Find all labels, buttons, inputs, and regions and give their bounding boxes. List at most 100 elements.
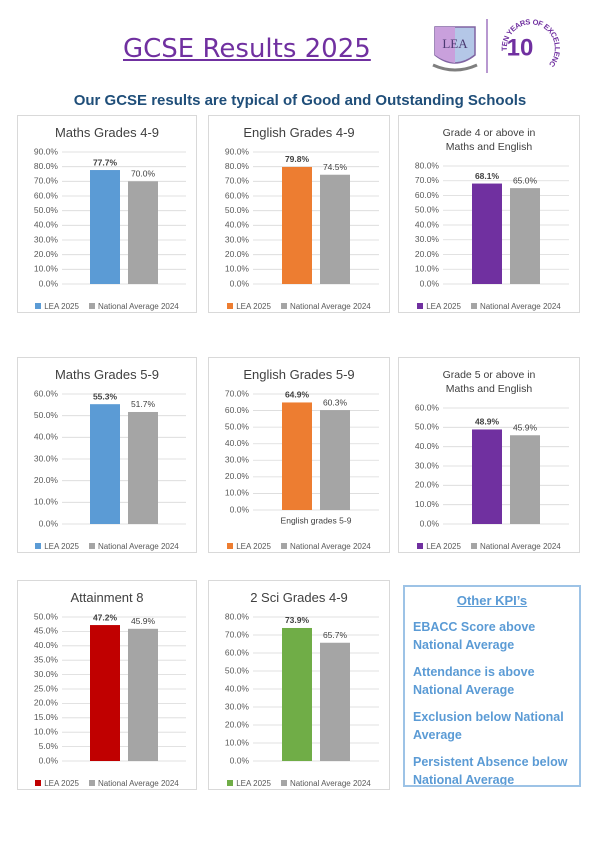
y-tick-label: 90.0%	[34, 146, 59, 156]
kpi-title: Other KPI’s	[456, 593, 528, 608]
bar	[320, 410, 350, 510]
y-tick-label: 20.0%	[34, 475, 59, 485]
legend-swatch	[35, 779, 42, 786]
y-tick-label: 30.0%	[225, 455, 250, 465]
bar	[128, 628, 158, 761]
y-tick-label: 10.0%	[34, 264, 59, 274]
legend-item: National Average 2024	[88, 542, 179, 551]
legend: LEA 2025 National Average 2024	[18, 772, 196, 794]
value-label: 68.1%	[475, 171, 500, 181]
bar	[90, 625, 120, 761]
y-tick-label: 60.0%	[225, 405, 250, 415]
legend: LEA 2025 National Average 2024	[209, 295, 389, 317]
y-tick-label: 15.0%	[34, 712, 59, 722]
y-tick-label: 5.0%	[39, 741, 59, 751]
kpi-item: Persistent Absence below National Averag…	[413, 755, 568, 787]
page-title: GCSE Results 2025	[123, 34, 371, 64]
chart: 2 Sci Grades 4-9 0.0% 10.0% 20.0% 30.0% 40.0%…	[208, 580, 390, 790]
legend-label: LEA 2025	[236, 541, 271, 551]
y-tick-label: 0.0%	[39, 278, 59, 288]
y-tick-label: 10.0%	[225, 264, 250, 274]
legend-item: National Average 2024	[470, 542, 561, 551]
y-tick-label: 50.0%	[225, 421, 250, 431]
y-tick-label: 50.0%	[225, 205, 250, 215]
y-tick-label: 40.0%	[225, 438, 250, 448]
plot: 0.0% 10.0% 20.0% 30.0% 40.0% 50.0% 60.0% 70.0% 8…	[415, 160, 569, 288]
legend: LEA 2025 National Average 2024	[209, 772, 389, 794]
y-tick-label: 70.0%	[225, 176, 250, 186]
y-tick-label: 60.0%	[34, 190, 59, 200]
legend-item: LEA 2025	[35, 542, 79, 551]
y-tick-label: 0.0%	[39, 755, 59, 765]
legend-item: LEA 2025	[35, 302, 79, 311]
y-tick-label: 20.0%	[225, 249, 250, 259]
chart: English Grades 5-9 0.0% 10.0% 20.0% 30.0% 40.…	[208, 357, 390, 553]
legend: LEA 2025 National Average 2024	[399, 295, 579, 317]
chart-title: 2 Sci Grades 4-9	[250, 590, 348, 605]
plot: 0.0% 10.0% 20.0% 30.0% 40.0% 50.0% 60.0% 55.3% 5…	[34, 388, 186, 528]
y-tick-label: 80.0%	[225, 161, 250, 171]
y-tick-label: 60.0%	[415, 402, 440, 412]
legend: LEA 2025 National Average 2024	[399, 535, 579, 557]
logo: LEA TEN YEARS OF EXCELLENCE 10	[425, 15, 562, 73]
kpi-box: Other KPI’s EBACC Score above National A…	[403, 585, 581, 787]
legend-label: LEA 2025	[426, 541, 461, 551]
value-label: 65.0%	[513, 175, 538, 185]
y-tick-label: 25.0%	[34, 683, 59, 693]
chart: Grade 5 or above in Maths and English 0.0…	[398, 357, 580, 553]
y-tick-label: 40.0%	[34, 432, 59, 442]
legend-item: LEA 2025	[417, 302, 461, 311]
y-tick-label: 80.0%	[415, 160, 440, 170]
legend-label: LEA 2025	[44, 301, 79, 311]
value-label: 74.5%	[323, 162, 348, 172]
y-tick-label: 60.0%	[225, 647, 250, 657]
y-tick-label: 20.0%	[34, 698, 59, 708]
y-tick-label: 40.0%	[225, 220, 250, 230]
legend: LEA 2025 National Average 2024	[18, 295, 196, 317]
plot: 0.0% 5.0% 10.0% 15.0% 20.0% 25.0% 30.0% 35.0% 40…	[34, 611, 186, 765]
y-tick-label: 40.0%	[34, 220, 59, 230]
bar	[90, 170, 120, 284]
legend-swatch	[280, 542, 287, 549]
chart: Maths Grades 4-9 0.0% 10.0% 20.0% 30.0% 40.0%…	[17, 115, 197, 313]
y-tick-label: 30.0%	[225, 234, 250, 244]
value-label: 79.8%	[285, 154, 310, 164]
y-tick-label: 50.0%	[34, 410, 59, 420]
x-tick-label: English grades 5-9	[281, 515, 352, 525]
legend-label: LEA 2025	[44, 778, 79, 788]
legend-label: National Average 2024	[97, 301, 179, 311]
plot: 0.0% 10.0% 20.0% 30.0% 40.0% 50.0% 60.0% 70.0% 8…	[34, 146, 186, 288]
chart: Maths Grades 5-9 0.0% 10.0% 20.0% 30.0% 40.0%…	[17, 357, 197, 553]
chart-title: Maths Grades 4-9	[54, 125, 160, 140]
legend-item: National Average 2024	[88, 779, 179, 788]
chart-title: English Grades 5-9	[243, 367, 355, 382]
legend-item: National Average 2024	[280, 301, 371, 311]
value-label: 55.3%	[93, 391, 118, 401]
y-tick-label: 0.0%	[420, 278, 440, 288]
chart-title: Grade 5 or above in Maths and English	[442, 369, 536, 395]
value-label: 73.9%	[285, 615, 310, 625]
y-tick-label: 0.0%	[230, 504, 250, 514]
legend-label: LEA 2025	[426, 301, 461, 311]
legend-swatch	[417, 302, 424, 309]
y-tick-label: 40.0%	[34, 640, 59, 650]
bar	[128, 411, 158, 524]
y-tick-label: 50.0%	[34, 205, 59, 215]
y-tick-label: 20.0%	[415, 480, 440, 490]
legend: LEA 2025 National Average 2024	[209, 535, 389, 557]
value-label: 45.9%	[131, 616, 156, 626]
y-tick-label: 40.0%	[415, 441, 440, 451]
logo-number: 10	[507, 34, 534, 61]
y-tick-label: 30.0%	[34, 669, 59, 679]
legend-label: National Average 2024	[289, 301, 371, 311]
y-tick-label: 40.0%	[225, 683, 250, 693]
legend-swatch	[417, 542, 424, 549]
bar	[510, 188, 540, 284]
legend-item: LEA 2025	[417, 542, 461, 551]
y-tick-label: 10.0%	[225, 488, 250, 498]
y-tick-label: 20.0%	[225, 719, 250, 729]
legend-swatch	[88, 779, 95, 786]
page-subtitle: Our GCSE results are typical of Good and…	[73, 92, 527, 109]
y-tick-label: 60.0%	[415, 190, 440, 200]
y-tick-label: 80.0%	[34, 161, 59, 171]
